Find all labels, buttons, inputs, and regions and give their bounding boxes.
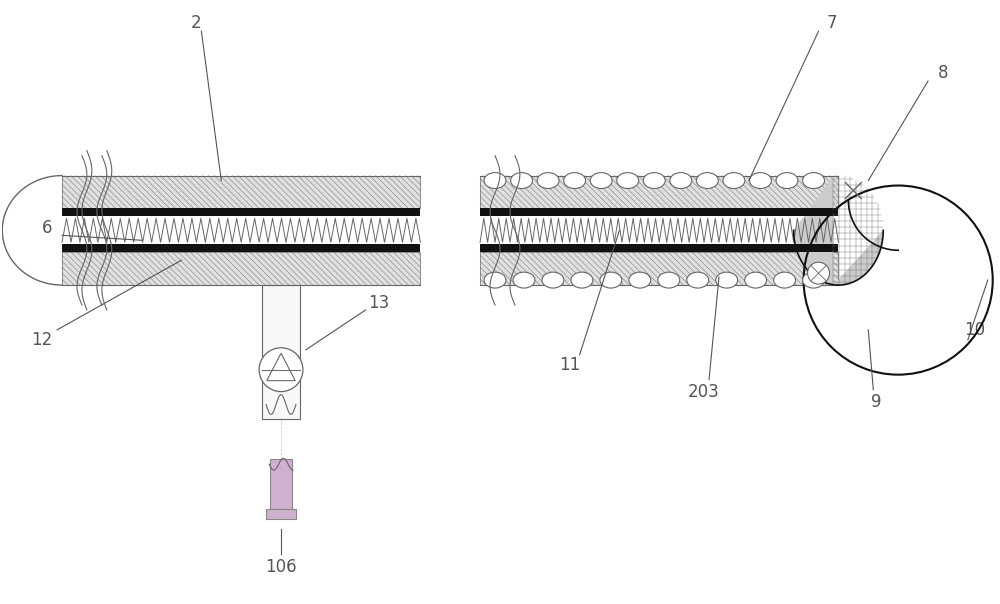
Polygon shape	[267, 353, 295, 381]
Ellipse shape	[629, 272, 651, 288]
Ellipse shape	[537, 173, 559, 188]
Text: 12: 12	[31, 331, 53, 349]
Bar	[262, 285, 300, 419]
Ellipse shape	[511, 173, 533, 188]
Polygon shape	[794, 176, 883, 285]
Bar	[270, 459, 292, 509]
Ellipse shape	[571, 272, 593, 288]
Bar	[62, 252, 420, 285]
Ellipse shape	[696, 173, 718, 188]
Bar	[62, 208, 420, 216]
Ellipse shape	[643, 173, 665, 188]
Ellipse shape	[803, 173, 825, 188]
Ellipse shape	[600, 272, 622, 288]
Ellipse shape	[564, 173, 586, 188]
Text: 13: 13	[368, 294, 389, 312]
Ellipse shape	[723, 173, 745, 188]
Ellipse shape	[484, 173, 506, 188]
Ellipse shape	[803, 272, 825, 288]
Circle shape	[259, 348, 303, 391]
Circle shape	[808, 262, 829, 284]
Text: 6: 6	[42, 219, 52, 237]
Bar	[480, 252, 838, 285]
Ellipse shape	[617, 173, 639, 188]
Ellipse shape	[484, 272, 506, 288]
Ellipse shape	[716, 272, 738, 288]
Bar	[480, 208, 838, 216]
Ellipse shape	[670, 173, 692, 188]
Ellipse shape	[513, 272, 535, 288]
Ellipse shape	[774, 272, 796, 288]
Text: 2: 2	[191, 14, 202, 32]
Ellipse shape	[658, 272, 680, 288]
Text: 106: 106	[265, 557, 297, 576]
Ellipse shape	[687, 272, 709, 288]
Text: 8: 8	[938, 64, 948, 82]
Ellipse shape	[590, 173, 612, 188]
Text: 11: 11	[559, 356, 580, 374]
Text: 9: 9	[871, 393, 882, 411]
Bar	[62, 244, 420, 252]
Text: 10: 10	[964, 321, 985, 339]
Bar	[266, 509, 296, 519]
Ellipse shape	[750, 173, 771, 188]
Bar	[480, 244, 838, 252]
Ellipse shape	[776, 173, 798, 188]
Bar	[62, 176, 420, 208]
Bar	[480, 176, 838, 208]
Text: 7: 7	[826, 14, 837, 32]
Ellipse shape	[542, 272, 564, 288]
Ellipse shape	[745, 272, 767, 288]
Text: 203: 203	[688, 382, 720, 400]
